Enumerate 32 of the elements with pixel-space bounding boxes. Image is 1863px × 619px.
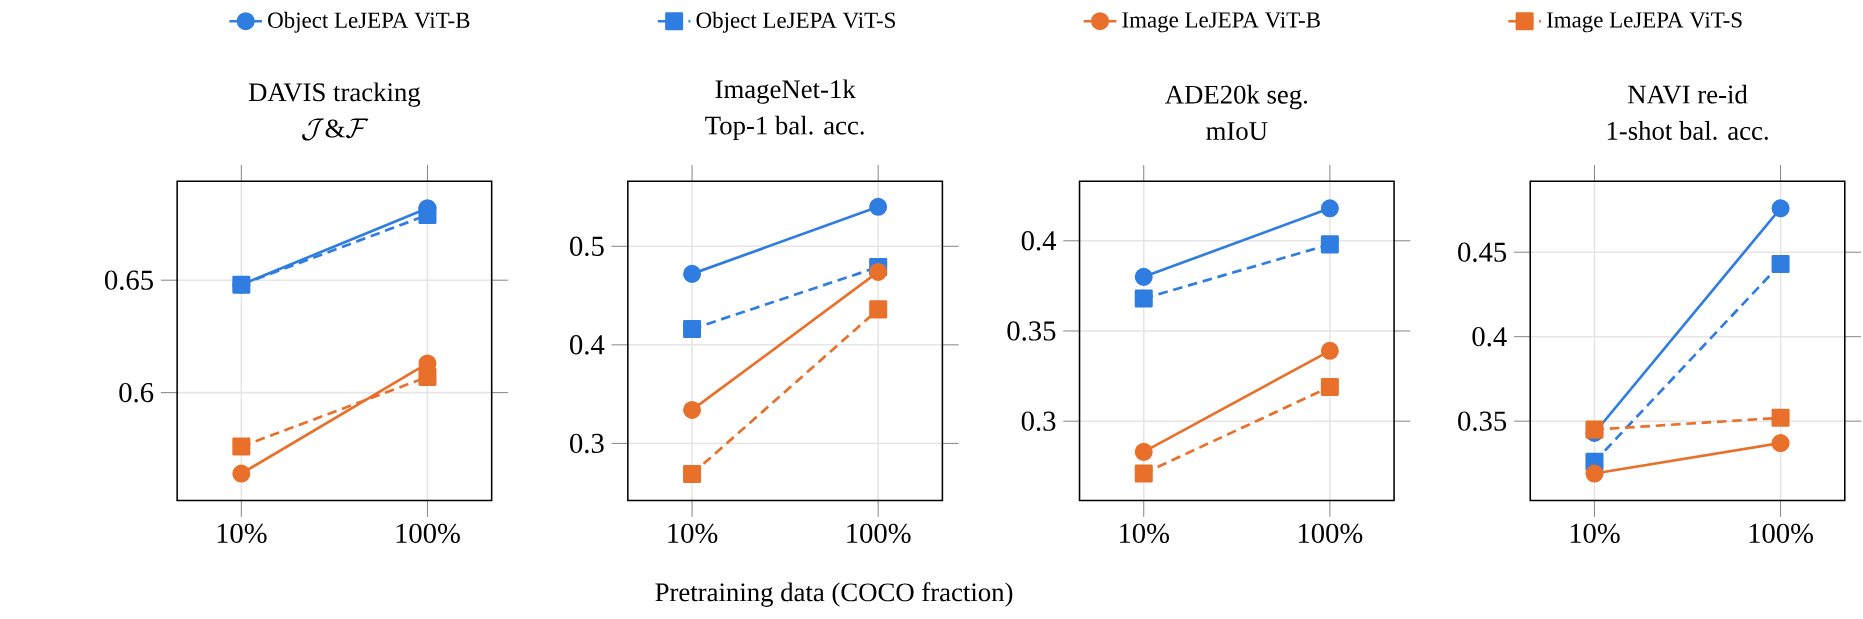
chart-subtitle: $\mbox{mIoU}$: [1206, 122, 1268, 141]
chart-title: ADE20k seg.: [1165, 85, 1308, 110]
x-tick-label: 100%: [847, 523, 911, 544]
chart-subtitle: $\mbox{1-shot bal. acc.}$: [1607, 121, 1768, 141]
legend-label: Object LeJEPA ViT-S: [696, 12, 895, 33]
y-tick-label: 0.45: [1458, 242, 1507, 263]
y-tick-label: 0.65: [105, 270, 153, 291]
legend-label: Image LeJEPA ViT-B: [1122, 12, 1320, 33]
chart-title: NAVI re-id: [1628, 84, 1748, 104]
x-tick-label: 100%: [396, 523, 460, 544]
y-tick-label: 0.3: [570, 433, 604, 454]
y-tick-label: 0.4: [1472, 327, 1507, 347]
y-tick-label: 0.4: [570, 335, 605, 355]
legend-label: Object LeJEPA ViT-B: [268, 12, 470, 33]
x-tick-label: 10%: [217, 523, 267, 544]
chart-subtitle: $\mathcal{J}\&\mathcal{F}$: [302, 118, 369, 141]
y-tick-label: 0.4: [1021, 231, 1057, 251]
x-tick-label: 10%: [1119, 523, 1170, 544]
x-axis-title: Pretraining data (COCO fraction): [655, 582, 1013, 608]
y-tick-label: 0.35: [1007, 321, 1056, 341]
chart-title: DAVIS tracking: [248, 82, 421, 108]
legend-label: Image LeJEPA ViT-S: [1546, 12, 1742, 33]
y-tick-label: 0.5: [570, 236, 604, 257]
y-tick-label: 0.35: [1458, 411, 1507, 432]
chart-subtitle: $\mbox{Top-1 bal. acc.}$: [705, 115, 864, 141]
x-tick-label: 100%: [1749, 523, 1814, 544]
x-tick-label: 10%: [668, 523, 718, 544]
x-tick-label: 10%: [1570, 523, 1620, 544]
x-tick-label: 100%: [1298, 523, 1363, 544]
y-tick-label: 0.6: [119, 383, 154, 403]
y-tick-label: 0.3: [1021, 411, 1056, 432]
chart-title: ImageNet-1k: [715, 79, 856, 105]
